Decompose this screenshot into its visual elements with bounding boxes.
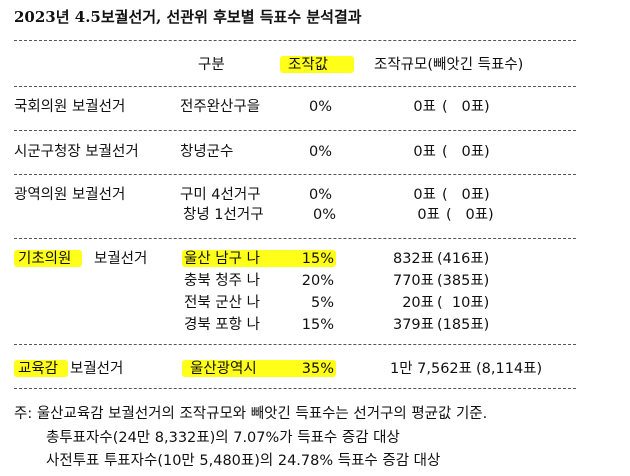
highlight-marker	[14, 360, 68, 377]
divider	[14, 130, 576, 131]
divider	[14, 174, 576, 175]
vote-count: 832표	[392, 251, 434, 267]
divider	[14, 238, 576, 239]
divider	[14, 40, 576, 41]
election-type: 교육감	[18, 361, 59, 377]
divider	[14, 344, 576, 345]
column-header-scale: 조작규모(빼앗긴 득표수)	[374, 57, 524, 73]
highlight-marker	[182, 360, 336, 377]
vote-count: 0표	[413, 99, 436, 115]
highlight-marker	[14, 250, 82, 267]
election-type: 국회의원 보궐선거	[14, 99, 126, 115]
divider	[14, 388, 576, 389]
stolen-count: (416표)	[437, 251, 490, 267]
vote-count: 1만 7,562표	[389, 361, 472, 377]
election-type: 광역의원 보궐선거	[14, 187, 126, 203]
district: 울산 남구 나	[184, 251, 260, 267]
rate-value: 15%	[301, 251, 334, 267]
divider	[14, 86, 576, 87]
highlight-marker	[182, 250, 336, 267]
stolen-count: ( 0표)	[446, 207, 494, 223]
rate-value: 0%	[312, 207, 336, 223]
vote-count: 379표	[392, 317, 434, 333]
district: 창녕군수	[180, 144, 234, 160]
rate-value: 0%	[308, 99, 332, 115]
stolen-count: ( 0표)	[442, 99, 490, 115]
stolen-count: (8,114표)	[476, 361, 543, 377]
vote-count: 770표	[392, 273, 434, 289]
election-type-suffix: 보궐선거	[94, 251, 148, 267]
stolen-count: (185표)	[437, 317, 490, 333]
rate-value: 0%	[308, 144, 332, 160]
election-type-suffix: 보궐선거	[70, 361, 124, 377]
rate-value: 5%	[310, 295, 334, 311]
district: 경북 포항 나	[184, 317, 260, 333]
footnote: 총투표자수(24만 8,332표)의 7.07%가 득표수 증감 대상	[46, 430, 400, 446]
stolen-count: ( 10표)	[437, 295, 490, 311]
highlight-marker	[280, 56, 354, 73]
stolen-count: ( 0표)	[442, 144, 490, 160]
election-type: 기초의원	[18, 251, 72, 267]
district: 전주완산구을	[180, 99, 261, 115]
rate-value: 20%	[301, 273, 334, 289]
vote-count: 0표	[417, 207, 440, 223]
stolen-count: (385표)	[437, 273, 490, 289]
vote-count: 0표	[413, 187, 436, 203]
footnote: 주: 울산교육감 보궐선거의 조작규모와 빼앗긴 득표수는 선거구의 평균값 기…	[14, 406, 488, 422]
district: 울산광역시	[190, 361, 257, 377]
column-header-rate: 조작값	[288, 57, 329, 73]
district: 전북 군산 나	[184, 295, 260, 311]
rate-value: 35%	[301, 361, 334, 377]
vote-count: 0표	[413, 144, 436, 160]
election-type: 시군구청장 보궐선거	[14, 144, 139, 160]
rate-value: 15%	[301, 317, 334, 333]
district: 구미 4선거구	[180, 187, 261, 203]
district: 창녕 1선거구	[183, 207, 264, 223]
vote-count: 20표	[402, 295, 434, 311]
column-header-category: 구분	[198, 57, 225, 73]
stolen-count: ( 0표)	[442, 187, 490, 203]
rate-value: 0%	[308, 187, 332, 203]
footnote: 사전투표 투표자수(10만 5,480표)의 24.78% 득표수 증감 대상	[46, 453, 441, 469]
district: 충북 청주 나	[184, 273, 260, 289]
page-title: 2023년 4.5보궐선거, 선관위 후보별 득표수 분석결과	[14, 8, 362, 26]
